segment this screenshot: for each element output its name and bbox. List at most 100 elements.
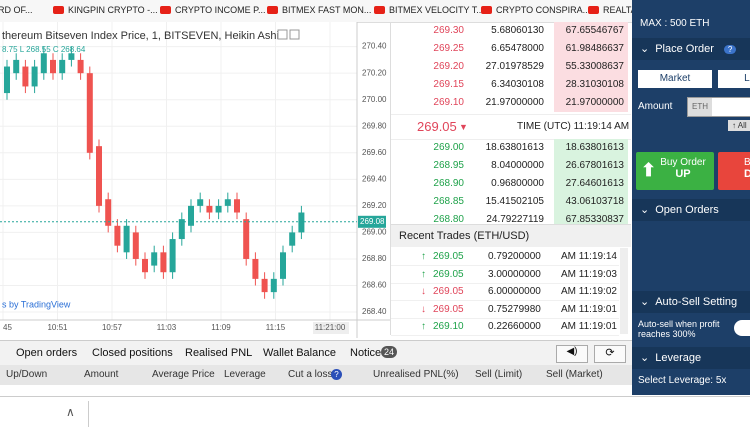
trade-time: AM 11:19:14: [561, 251, 617, 262]
trades-title: Recent Trades (ETH/USD): [399, 230, 530, 242]
y-tick-label: 270.00: [362, 95, 387, 104]
bookmark[interactable]: CRYPTO CONSPIRA...: [481, 5, 590, 15]
auto-sell-note: Auto-sell when profit reaches 300%: [638, 319, 720, 339]
candle-body: [50, 59, 56, 74]
book-row[interactable]: 269.15 6.34030108 28.31030108: [391, 76, 631, 94]
x-tick-label: 11:03: [157, 323, 177, 332]
total: 26.67801613: [554, 157, 628, 175]
bookmark-label: KINGPIN CRYPTO -...: [68, 5, 158, 15]
column-header: Sell (Limit): [475, 369, 523, 380]
candle-body: [224, 199, 231, 206]
price: 269.15: [433, 79, 464, 90]
amount: 24.79227119: [486, 214, 544, 225]
limit-button[interactable]: Li: [718, 70, 750, 88]
help-icon[interactable]: ?: [331, 369, 342, 380]
sell-dir: D: [744, 168, 750, 180]
trade-row: ↑ 269.05 3.00000000 AM 11:19:03: [391, 266, 619, 284]
trade-arrow: ↑: [421, 321, 426, 332]
column-header: Unrealised PNL(%): [373, 369, 459, 380]
x-tick-label: 11:21:00: [315, 323, 346, 332]
tab[interactable]: Open orders: [16, 347, 78, 359]
candle-body: [243, 219, 250, 259]
total: 55.33008637: [554, 58, 628, 76]
amount: 27.01978529: [485, 61, 544, 72]
tab[interactable]: Closed positions: [92, 347, 173, 359]
y-tick-label: 269.80: [362, 121, 387, 130]
bookmark-label: CRYPTO INCOME P...: [175, 5, 266, 15]
market-button[interactable]: Market: [638, 70, 712, 88]
amount: 0.96800000: [491, 178, 544, 189]
book-row[interactable]: 269.20 27.01978529 55.33008637: [391, 58, 631, 76]
column-header: Up/Down: [6, 369, 48, 380]
notice-badge: 24: [381, 346, 398, 358]
trade-amount: 0.22660000: [488, 321, 541, 332]
section-header[interactable]: ⌄ Leverage: [632, 347, 750, 369]
book-row[interactable]: 269.30 5.68060130 67.65546767: [391, 22, 631, 40]
trade-price: 269.05: [433, 286, 464, 297]
book-row[interactable]: 268.90 0.96800000 27.64601613: [391, 175, 631, 193]
trade-arrow: ↑: [421, 268, 426, 280]
section-header[interactable]: ⌄ Open Orders: [632, 199, 750, 221]
price: 268.90: [433, 178, 464, 189]
price: 269.10: [433, 97, 464, 108]
toggle[interactable]: [734, 320, 750, 336]
book-row[interactable]: 268.85 15.41502105 43.06103718: [391, 193, 631, 211]
price: 269.00: [433, 142, 464, 153]
buy-dir: UP: [675, 168, 691, 180]
icon: [289, 29, 300, 40]
candle-body: [178, 219, 185, 240]
price: 269.25: [433, 43, 464, 54]
total: 28.31030108: [554, 76, 628, 94]
bookmark[interactable]: RD OF...: [0, 5, 33, 15]
sell-button[interactable]: B D: [718, 152, 750, 190]
book-row[interactable]: 268.95 8.04000000 26.67801613: [391, 157, 631, 175]
icon: [53, 6, 64, 14]
bookmark-label: RD OF...: [0, 5, 33, 15]
book-row[interactable]: 269.25 6.65478000 61.98486637: [391, 40, 631, 58]
candle-body: [13, 59, 20, 74]
book-row[interactable]: 269.10 21.97000000 21.97000000: [391, 94, 631, 112]
buy-button[interactable]: Buy Order UP ⬆: [636, 152, 714, 190]
tab[interactable]: Wallet Balance: [263, 347, 336, 359]
trades-header: Recent Trades (ETH/USD): [391, 224, 631, 247]
tab[interactable]: Notice: [350, 347, 382, 359]
select-leverage: Select Leverage: 5x: [638, 375, 727, 386]
book-row[interactable]: 269.00 18.63801613 18.63801613: [391, 139, 631, 157]
refresh-button[interactable]: ⟳: [594, 345, 626, 363]
bookmark-label: BITMEX VELOCITY T...: [389, 5, 484, 15]
candle-body: [289, 232, 296, 246]
candle-body: [169, 239, 176, 273]
section-header[interactable]: ⌄ Auto-Sell Setting: [632, 291, 750, 313]
chart-title: thereum Bitseven Index Price, 1, BITSEVE…: [2, 30, 279, 42]
candle-body: [105, 199, 112, 226]
price-chart: thereum Bitseven Index Price, 1, BITSEVE…: [0, 22, 390, 338]
price-box: [358, 215, 386, 228]
trade-time: AM 11:19:01: [561, 321, 617, 332]
bookmark[interactable]: BITMEX VELOCITY T...: [374, 5, 484, 15]
candle-body: [234, 199, 240, 213]
bookmark[interactable]: KINGPIN CRYPTO -...: [53, 5, 158, 15]
tab[interactable]: Realised PNL: [185, 347, 253, 359]
candle-body: [77, 59, 84, 74]
candle-body: [114, 225, 121, 246]
trade-amount: 0.79200000: [488, 251, 541, 262]
sound-button[interactable]: ◀): [556, 345, 588, 363]
all-button[interactable]: ↑ All: [728, 120, 750, 131]
tabs: ◀) ⟳ Open orders Closed positions Realised…: [0, 340, 632, 366]
price: 269.30: [433, 25, 464, 36]
section-header[interactable]: ⌄ Place Order?: [632, 38, 750, 60]
trade-amount: 6.00000000: [488, 286, 541, 297]
bookmark[interactable]: BITMEX FAST MON...: [267, 5, 371, 15]
total: 18.63801613: [554, 139, 628, 157]
column-header: Average Price: [152, 369, 215, 380]
amount-input[interactable]: ETH: [687, 97, 750, 117]
price: 268.95: [433, 160, 464, 171]
amount: 15.41502105: [485, 196, 544, 207]
credit: s by TradingView: [2, 299, 71, 309]
candle-body: [160, 252, 167, 273]
mid-price: 269.05: [417, 119, 457, 134]
bookmark[interactable]: CRYPTO INCOME P...: [160, 5, 266, 15]
candle-body: [123, 225, 130, 253]
trade-amount: 0.75279980: [488, 303, 541, 315]
amount-label: Amount: [638, 101, 673, 112]
